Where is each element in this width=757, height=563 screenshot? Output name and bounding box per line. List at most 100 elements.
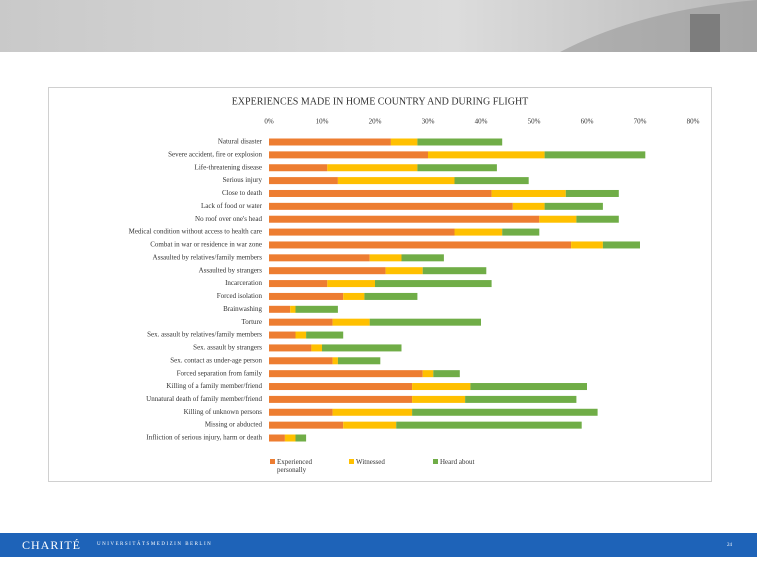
y-tick-label: Close to death	[222, 189, 263, 197]
bar-segment	[412, 408, 598, 416]
bar-segment	[465, 395, 577, 403]
bar-segment	[322, 344, 402, 352]
y-tick-label: Severe accident, fire or explosion	[168, 150, 262, 158]
bar-segment	[327, 164, 418, 172]
y-tick-label: Assaulted by relatives/family members	[153, 253, 263, 261]
bar-segment	[290, 305, 296, 313]
bar-segment	[417, 164, 497, 172]
y-tick-label: Forced isolation	[217, 292, 263, 300]
bar-segment	[369, 254, 402, 262]
bar-segment	[454, 228, 503, 236]
x-tick-label: 0%	[264, 118, 274, 126]
y-tick-label: Forced separation from family	[177, 369, 263, 377]
bar-segment	[269, 280, 328, 288]
bar-segment	[269, 395, 413, 403]
bar-segment	[385, 267, 423, 275]
bar-segment	[332, 408, 413, 416]
bar-segment	[269, 228, 455, 236]
bar-segment	[565, 189, 619, 197]
banner-art	[560, 0, 757, 52]
bar-segment	[269, 177, 338, 185]
legend-label: Witnessed	[356, 458, 385, 466]
bar-segment	[332, 357, 338, 365]
legend-item: Witnessed	[349, 458, 408, 466]
bar-segment	[332, 318, 370, 326]
bar-segment	[295, 434, 307, 442]
chart-frame	[48, 87, 712, 482]
y-tick-label: Combat in war or residence in war zone	[150, 241, 262, 249]
bar-segment	[269, 164, 328, 172]
y-tick-label: Serious injury	[223, 176, 263, 184]
bar-segment	[375, 280, 492, 288]
chart-title: EXPERIENCES MADE IN HOME COUNTRY AND DUR…	[232, 96, 529, 107]
x-tick-label: 40%	[475, 118, 488, 126]
bar-segment	[269, 292, 344, 300]
y-tick-label: Assaulted by strangers	[199, 266, 263, 274]
bar-segment	[401, 254, 444, 262]
bar-segment	[269, 254, 370, 262]
y-tick-label: Natural disaster	[218, 138, 263, 146]
y-tick-label: Killing of unknown persons	[184, 408, 263, 416]
bar-segment	[295, 305, 338, 313]
bar-segment	[412, 383, 471, 391]
bar-segment	[422, 267, 487, 275]
logo-subtitle: UNIVERSITÄTSMEDIZIN BERLIN	[97, 542, 213, 547]
bar-segment	[269, 408, 333, 416]
y-tick-label: Medical condition without access to heal…	[129, 228, 262, 236]
bar-segment	[269, 138, 391, 146]
footer: CHARITÉ UNIVERSITÄTSMEDIZIN BERLIN 24	[0, 533, 757, 557]
y-tick-label: Life-threatening disease	[195, 163, 262, 171]
header-banner	[0, 0, 757, 52]
bar-segment	[269, 434, 285, 442]
y-tick-label: Killing of a family member/friend	[166, 382, 262, 390]
bar-segment	[269, 202, 513, 210]
legend-item: Heard about	[433, 458, 492, 466]
bar-segment	[269, 421, 344, 429]
y-tick-label: Sex. assault by relatives/family members	[147, 331, 262, 339]
bar-segment	[269, 383, 413, 391]
bar-segment	[571, 241, 603, 249]
bar-segment	[491, 189, 566, 197]
bar-segment	[269, 357, 333, 365]
bar-segment	[295, 331, 307, 339]
x-tick-label: 10%	[316, 118, 329, 126]
logo: CHARITÉ	[22, 538, 81, 552]
y-tick-label: Sex. contact as under-age person	[170, 356, 262, 364]
bar-segment	[512, 202, 545, 210]
bar-segment	[269, 267, 386, 275]
bar-segment	[343, 292, 365, 300]
y-tick-label: Lack of food or water	[201, 202, 263, 210]
bar-segment	[470, 383, 587, 391]
page-number: 24	[727, 543, 732, 548]
y-tick-label: Infliction of serious injury, harm or de…	[146, 434, 262, 442]
bar-segment	[269, 331, 296, 339]
bar-segment	[284, 434, 296, 442]
bar-segment	[311, 344, 322, 352]
bar-segment	[369, 318, 481, 326]
bar-segment	[306, 331, 344, 339]
legend-item: Experienced personally	[270, 458, 329, 474]
bar-segment	[396, 421, 582, 429]
y-tick-label: No roof over one's head	[195, 215, 262, 223]
bar-segment	[502, 228, 540, 236]
bar-segment	[269, 305, 291, 313]
legend-swatch	[270, 459, 275, 464]
bar-segment	[428, 151, 545, 159]
bar-segment	[602, 241, 640, 249]
x-tick-label: 70%	[634, 118, 647, 126]
x-tick-label: 20%	[369, 118, 382, 126]
bar-segment	[269, 215, 540, 223]
legend-label: Heard about	[440, 458, 475, 466]
bar-segment	[343, 421, 397, 429]
legend-swatch	[433, 459, 438, 464]
bar-segment	[576, 215, 619, 223]
bar-segment	[454, 177, 529, 185]
y-tick-label: Sex. assault by strangers	[193, 344, 262, 352]
bar-segment	[364, 292, 418, 300]
bar-segment	[269, 241, 572, 249]
bar-segment	[269, 344, 312, 352]
y-tick-label: Brainwashing	[223, 305, 262, 313]
bar-segment	[269, 318, 333, 326]
